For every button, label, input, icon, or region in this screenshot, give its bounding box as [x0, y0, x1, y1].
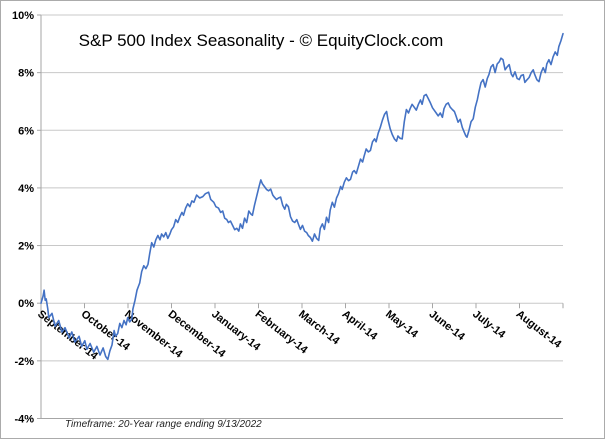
y-axis-label: 0% [18, 298, 34, 310]
y-axis-label: -2% [14, 356, 34, 368]
chart-title: S&P 500 Index Seasonality - © EquityCloc… [78, 31, 444, 50]
y-axis-label: -4% [14, 413, 34, 425]
seasonality-line [40, 32, 564, 361]
y-axis-label: 6% [18, 125, 34, 137]
y-axis-label: 2% [18, 241, 34, 253]
y-axis-label: 10% [12, 10, 34, 22]
x-axis-label: August-14 [514, 308, 564, 351]
x-axis-label: June-14 [427, 308, 468, 344]
x-axis-label: April-14 [340, 308, 380, 343]
chart-footer: Timeframe: 20-Year range ending 9/13/202… [65, 419, 262, 430]
x-axis-label: July-14 [470, 308, 508, 341]
y-axis-label: 8% [18, 68, 34, 80]
y-axis-label: 4% [18, 183, 34, 195]
x-axis-label: May-14 [383, 308, 420, 341]
